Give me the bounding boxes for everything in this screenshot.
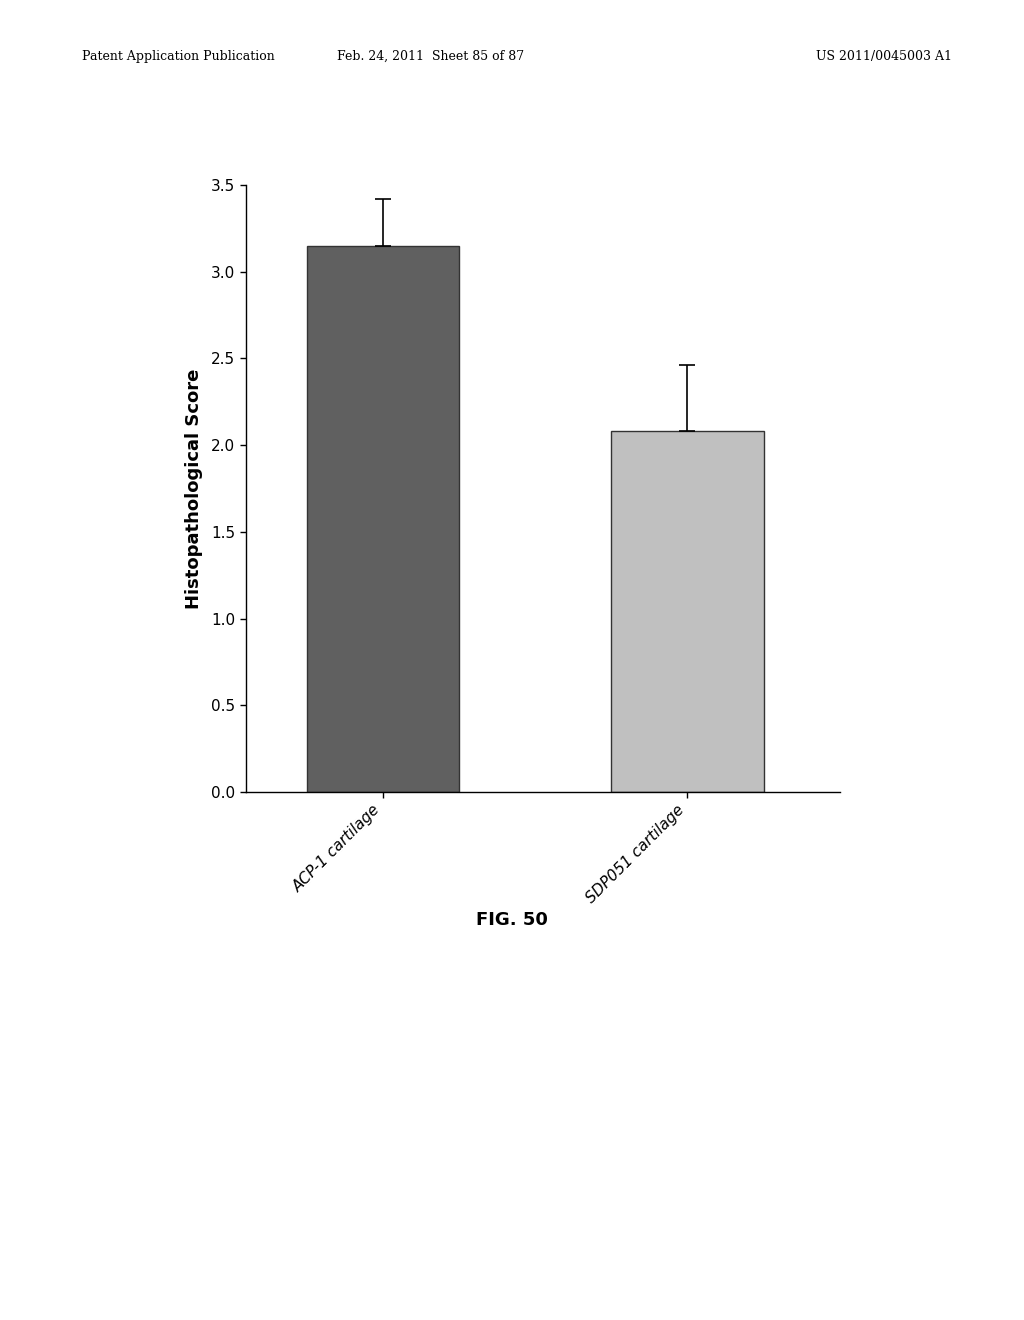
Text: Patent Application Publication: Patent Application Publication [82,50,274,63]
Bar [306,246,459,792]
Text: FIG. 50: FIG. 50 [476,911,548,929]
Text: US 2011/0045003 A1: US 2011/0045003 A1 [816,50,952,63]
Text: Feb. 24, 2011  Sheet 85 of 87: Feb. 24, 2011 Sheet 85 of 87 [337,50,523,63]
Y-axis label: Histopathological Score: Histopathological Score [184,368,203,609]
Bar [611,432,764,792]
